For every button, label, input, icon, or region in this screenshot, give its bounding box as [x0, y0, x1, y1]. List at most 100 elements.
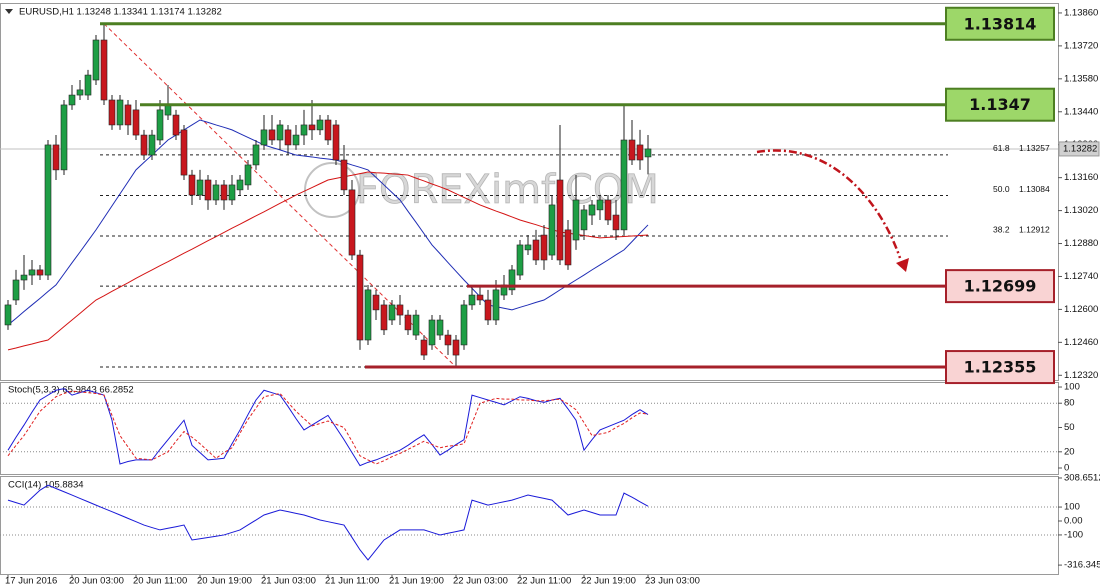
candle-body — [452, 339, 460, 356]
x-tick-label: 22 Jun 03:00 — [453, 576, 508, 587]
candle-body — [180, 129, 188, 176]
candle-body — [12, 279, 20, 301]
candle-body — [340, 159, 348, 191]
candle-body — [44, 144, 52, 276]
indicator-line — [7, 388, 649, 467]
candle-body — [60, 104, 68, 171]
candle-body — [564, 229, 572, 266]
level-box — [945, 87, 1055, 122]
candle-body — [628, 139, 636, 161]
x-axis: 17 Jun 2016 20 Jun 03:00 20 Jun 11:00 20 Ju… — [5, 575, 700, 587]
candle-body — [548, 204, 556, 256]
candle-body — [188, 174, 196, 196]
y-tick-label: 308.6512 — [1064, 472, 1100, 483]
y-tick-label: 1.13580 — [1064, 73, 1098, 84]
candle-body — [252, 144, 260, 166]
candle-body — [92, 39, 100, 81]
candle-body — [636, 144, 644, 161]
candle-body — [220, 184, 228, 201]
level-label: 1.13814 — [964, 14, 1037, 33]
candle-body — [572, 199, 580, 241]
candle-body — [476, 294, 484, 301]
x-tick-label: 21 Jun 03:00 — [261, 576, 316, 587]
candle-body — [364, 289, 372, 341]
y-tick-label: 80 — [1064, 398, 1075, 409]
candle-body — [556, 179, 564, 261]
x-tick-label: 22 Jun 11:00 — [517, 576, 571, 587]
watermark-text: FOREXimf.COM — [356, 167, 659, 213]
candle-body — [236, 179, 244, 191]
candle-body — [108, 99, 116, 126]
x-tick-label: 22 Jun 19:00 — [581, 576, 636, 587]
fib-price-label: 1.12912 — [1019, 224, 1050, 234]
candle-body — [460, 304, 468, 346]
candle-body — [212, 184, 220, 201]
candle-body — [380, 304, 388, 331]
y-tick-label: 1.13160 — [1064, 172, 1098, 183]
y-tick-label: 0.00 — [1064, 516, 1083, 527]
y-tick-label: 1.13720 — [1064, 40, 1098, 51]
level-label: 1.12699 — [964, 277, 1037, 296]
candle-body — [436, 319, 444, 336]
cci-panel-frame — [0, 476, 1059, 575]
candle-body — [284, 129, 292, 146]
fib-price-label: 1.13084 — [1019, 184, 1050, 194]
candle-body — [532, 239, 540, 261]
last-price-label: 1.13282 — [1063, 143, 1097, 154]
candle-body — [644, 148, 652, 158]
y-axis: 1.138601.137201.135801.134401.133001.131… — [1058, 7, 1098, 381]
level-label: 1.12355 — [964, 358, 1037, 377]
levels: 1.13814 1.1347 1.12699 1.12355 — [100, 6, 1055, 385]
forecast-arrow — [756, 149, 902, 259]
candle-body — [132, 109, 140, 136]
x-tick-label: 23 Jun 03:00 — [645, 576, 700, 587]
candle-body — [292, 134, 300, 146]
candle-body — [580, 209, 588, 231]
candle-body — [332, 124, 340, 161]
candle-body — [396, 304, 404, 316]
fib-level-label: 61.8 — [993, 143, 1010, 153]
y-tick-label: 1.13860 — [1064, 7, 1098, 18]
candle-body — [260, 129, 268, 146]
candle-body — [172, 114, 180, 136]
fib-level-label: 50.0 — [993, 184, 1010, 194]
indicator-line — [7, 171, 649, 351]
candle-body — [268, 129, 276, 141]
y-tick-label: 100 — [1064, 502, 1080, 513]
candle-body — [404, 314, 412, 331]
candle-body — [468, 294, 476, 306]
level-box — [945, 6, 1055, 41]
candle-body — [100, 39, 108, 101]
candle-body — [124, 104, 132, 126]
y-tick-label: -100 — [1064, 529, 1083, 540]
indicator — [0, 388, 1058, 467]
candle-body — [116, 99, 124, 126]
dropdown-icon — [5, 9, 13, 14]
y-tick-label: 1.12740 — [1064, 271, 1098, 282]
candle-body — [20, 274, 28, 281]
x-tick-label: 20 Jun 03:00 — [69, 576, 124, 587]
candle-body — [356, 254, 364, 341]
candle-body — [140, 134, 148, 156]
x-tick-label: 20 Jun 19:00 — [197, 576, 252, 587]
fib-price-label: 1.13257 — [1019, 143, 1050, 153]
fib-level-label: 38.2 — [993, 224, 1010, 234]
candle-body — [612, 214, 620, 231]
candle-body — [620, 139, 628, 231]
candle-body — [228, 184, 236, 201]
x-tick-label: 17 Jun 2016 — [5, 576, 57, 587]
y-tick-label: 50 — [1064, 422, 1075, 433]
candle-body — [324, 119, 332, 141]
y-tick-label: 0 — [1064, 463, 1069, 474]
candle-body — [508, 269, 516, 291]
y-tick-label: 20 — [1064, 446, 1075, 457]
candle-body — [604, 199, 612, 221]
candle-body — [540, 234, 548, 261]
y-tick-label: 1.13020 — [1064, 205, 1098, 216]
last-price-tag — [1058, 141, 1100, 157]
main-panel-frame — [0, 3, 1059, 381]
candle-body — [156, 109, 164, 141]
candle-body — [76, 89, 84, 96]
